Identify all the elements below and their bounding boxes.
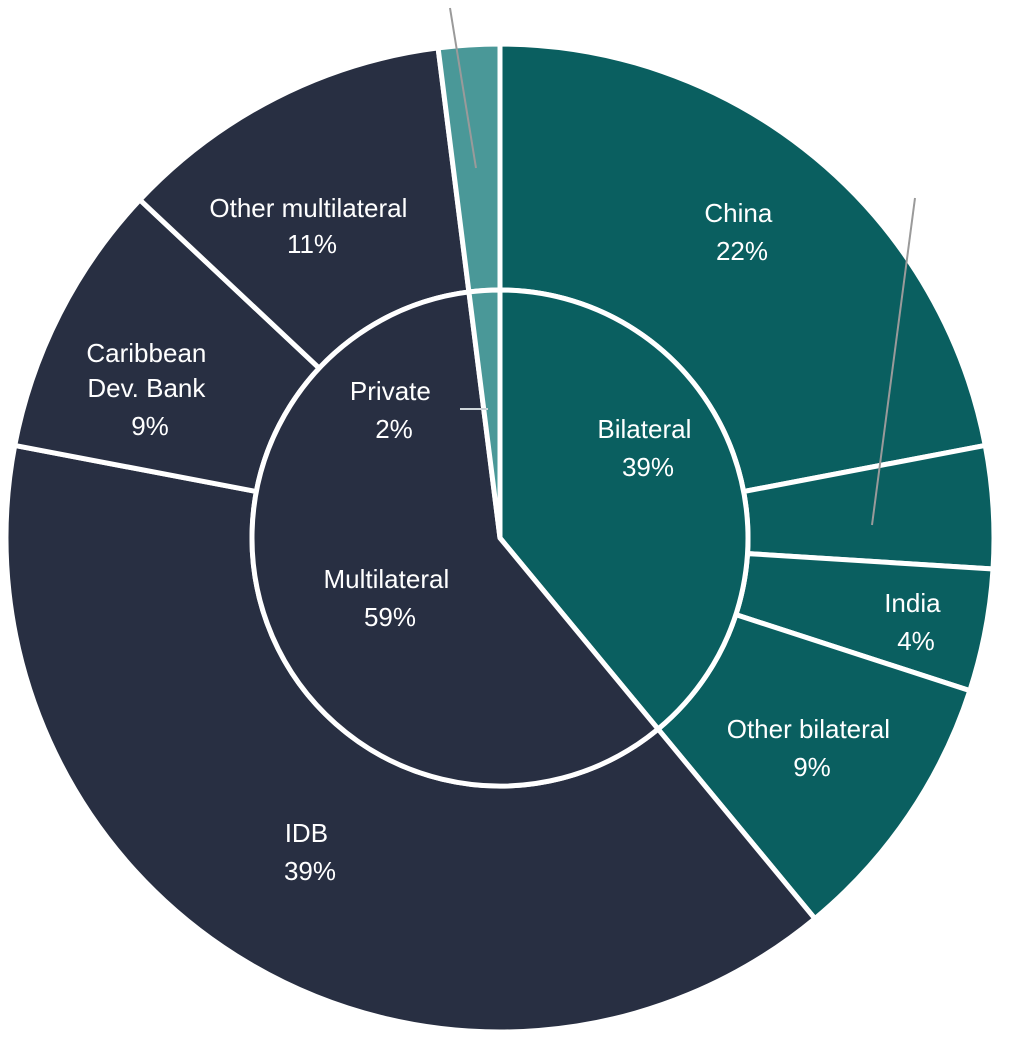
inner-slice-private-2 [466, 287, 503, 539]
label-idb-name: IDB [285, 818, 328, 848]
label-idb: IDB 39% [284, 818, 336, 886]
label-china-name: China [704, 198, 772, 228]
inner-slice-multilateral-1 [249, 289, 662, 789]
label-private: Private 2% [350, 376, 438, 444]
label-caribbean-dev-bank: Caribbean Dev. Bank 9% [86, 338, 213, 441]
label-private-name: Private [350, 376, 431, 406]
label-bilateral-name: Bilateral [597, 414, 691, 444]
inner-ring [249, 287, 751, 789]
label-multilateral-name: Multilateral [324, 564, 450, 594]
label-caribbean-line2: Dev. Bank [87, 373, 206, 403]
label-bilateral: Bilateral 39% [597, 414, 698, 482]
label-private-value: 2% [375, 414, 413, 444]
leader-line-china [871, 197, 916, 526]
label-caribbean-line1: Caribbean [86, 338, 206, 368]
labels: China 22% India 4% Other bilateral 9% ID… [86, 193, 948, 886]
inner-slice-bilateral-0 [497, 287, 751, 733]
label-caribbean-value: 9% [131, 411, 169, 441]
outer-ring [3, 41, 997, 1035]
label-bilateral-value: 39% [622, 452, 674, 482]
leader-line-private [449, 7, 477, 169]
label-other-bilateral-name: Other bilateral [727, 714, 890, 744]
label-idb-value: 39% [284, 856, 336, 886]
label-india: India 4% [884, 588, 948, 656]
label-multilateral-value: 59% [364, 602, 416, 632]
label-other-bilateral: Other bilateral 9% [727, 714, 898, 782]
label-other-multilateral-value: 11% [287, 229, 337, 259]
label-multilateral: Multilateral 59% [324, 564, 457, 632]
label-other-bilateral-value: 9% [793, 752, 831, 782]
label-india-name: India [884, 588, 941, 618]
label-india-value: 4% [897, 626, 935, 656]
leader-lines [449, 7, 916, 526]
label-other-multilateral: Other multilateral 11% [209, 193, 414, 259]
label-china-value: 22% [716, 236, 768, 266]
label-other-multilateral-name: Other multilateral [209, 193, 407, 223]
label-china: China 22% [704, 198, 779, 266]
